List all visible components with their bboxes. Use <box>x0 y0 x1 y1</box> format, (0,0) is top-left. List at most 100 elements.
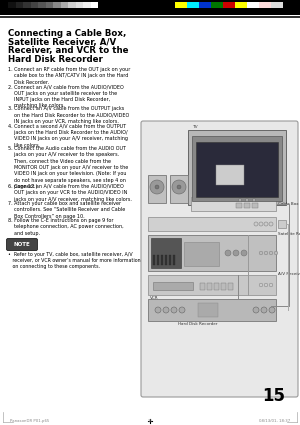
Bar <box>207 283 212 290</box>
Circle shape <box>253 307 259 313</box>
Circle shape <box>269 222 273 226</box>
Circle shape <box>150 180 164 194</box>
Bar <box>153 255 155 265</box>
Text: 1. Connect an RF cable from the OUT jack on your
    cable box to the ANT/CATV I: 1. Connect an RF cable from the OUT jack… <box>8 67 130 85</box>
Bar <box>214 283 219 290</box>
Text: 6. Connect an A/V cable from the AUDIO/VIDEO
    OUT jacks on your VCR to the AU: 6. Connect an A/V cable from the AUDIO/V… <box>8 184 132 201</box>
Bar <box>223 2 235 8</box>
Circle shape <box>254 222 258 226</box>
Circle shape <box>259 251 263 255</box>
Circle shape <box>264 283 268 287</box>
Text: Cable Box: Cable Box <box>278 202 298 206</box>
Text: TV: TV <box>192 125 198 129</box>
Circle shape <box>269 251 273 255</box>
Bar <box>216 165 244 185</box>
Bar <box>196 142 278 197</box>
Text: 4. Connect a second A/V cable from the OUTPUT
    jacks on the Hard Disk Recorde: 4. Connect a second A/V cable from the O… <box>8 124 128 148</box>
Bar <box>68 2 76 8</box>
Bar <box>83 2 91 8</box>
Circle shape <box>163 307 169 313</box>
Circle shape <box>259 283 263 287</box>
Bar <box>161 255 163 265</box>
Bar <box>53 2 61 8</box>
Bar <box>191 197 276 211</box>
Bar <box>175 2 187 8</box>
Bar <box>244 203 250 208</box>
Bar <box>61 2 68 8</box>
Bar <box>148 299 276 321</box>
Bar <box>236 203 242 208</box>
Bar <box>199 2 211 8</box>
Text: 08/13/01, 18:37: 08/13/01, 18:37 <box>259 419 290 423</box>
Bar <box>148 217 276 231</box>
Bar <box>148 175 166 203</box>
Bar <box>31 2 38 8</box>
Circle shape <box>264 222 268 226</box>
Bar <box>247 2 259 8</box>
Bar <box>0 15 300 18</box>
Bar <box>8 2 16 8</box>
Text: 8. Follow the C-E instructions on page 9 for
    telephone connection, AC power : 8. Follow the C-E instructions on page 9… <box>8 218 124 236</box>
Text: PanasonDR P01.p65: PanasonDR P01.p65 <box>10 419 49 423</box>
Circle shape <box>177 185 181 189</box>
Text: 15: 15 <box>262 387 285 405</box>
Bar <box>46 2 53 8</box>
FancyBboxPatch shape <box>7 238 38 250</box>
FancyBboxPatch shape <box>141 121 298 397</box>
Bar <box>259 2 271 8</box>
Bar <box>23 2 31 8</box>
Circle shape <box>253 198 256 201</box>
Circle shape <box>155 307 161 313</box>
Bar <box>91 2 98 8</box>
Bar <box>221 283 226 290</box>
Circle shape <box>269 307 275 313</box>
Bar <box>252 203 258 208</box>
Bar <box>169 255 171 265</box>
Bar <box>184 242 219 266</box>
Circle shape <box>264 251 268 255</box>
Text: Satellite Receiver, A/V: Satellite Receiver, A/V <box>8 37 116 46</box>
Circle shape <box>245 198 248 201</box>
Bar <box>0 0 300 15</box>
Bar <box>76 2 83 8</box>
Bar <box>187 2 199 8</box>
Bar <box>151 238 181 268</box>
Bar <box>148 235 276 271</box>
Bar <box>228 283 233 290</box>
Text: 3. Connect an A/V cable from the OUTPUT jacks
    on the Hard Disk Recorder to t: 3. Connect an A/V cable from the OUTPUT … <box>8 106 129 124</box>
Circle shape <box>155 185 159 189</box>
Bar <box>192 136 282 201</box>
Bar <box>16 2 23 8</box>
Bar <box>38 2 46 8</box>
Bar <box>5 416 295 417</box>
Text: A/V Receiver: A/V Receiver <box>278 272 300 276</box>
Text: Hard Disk Recorder: Hard Disk Recorder <box>178 322 217 326</box>
Circle shape <box>261 307 267 313</box>
Circle shape <box>172 180 186 194</box>
Circle shape <box>269 283 273 287</box>
Bar <box>271 2 283 8</box>
Text: 2. Connect an A/V cable from the AUDIO/VIDEO
    OUT jacks on your satellite rec: 2. Connect an A/V cable from the AUDIO/V… <box>8 84 124 108</box>
Bar <box>165 255 167 265</box>
Text: •  Refer to your TV, cable box, satellite receiver, A/V
   receiver, or VCR owne: • Refer to your TV, cable box, satellite… <box>8 252 141 269</box>
Circle shape <box>238 198 242 201</box>
Bar <box>278 220 286 228</box>
Bar <box>153 282 193 290</box>
Circle shape <box>233 250 239 256</box>
Bar <box>211 2 223 8</box>
Text: VCR: VCR <box>150 296 159 300</box>
Text: NOTE: NOTE <box>14 242 30 247</box>
Bar <box>170 175 188 203</box>
Circle shape <box>241 250 247 256</box>
Circle shape <box>179 307 185 313</box>
Bar <box>173 255 175 265</box>
Text: Satellite Receiver: Satellite Receiver <box>278 232 300 236</box>
Circle shape <box>259 222 263 226</box>
Text: 5. Connect the Audio cable from the AUDIO OUT
    jacks on your A/V receiver to : 5. Connect the Audio cable from the AUDI… <box>8 146 128 189</box>
Bar <box>157 255 159 265</box>
Text: Receiver, and VCR to the: Receiver, and VCR to the <box>8 46 128 55</box>
Text: Hard Disk Recorder: Hard Disk Recorder <box>8 54 103 63</box>
Text: 15: 15 <box>148 419 152 423</box>
Circle shape <box>274 251 278 255</box>
Bar <box>235 2 247 8</box>
